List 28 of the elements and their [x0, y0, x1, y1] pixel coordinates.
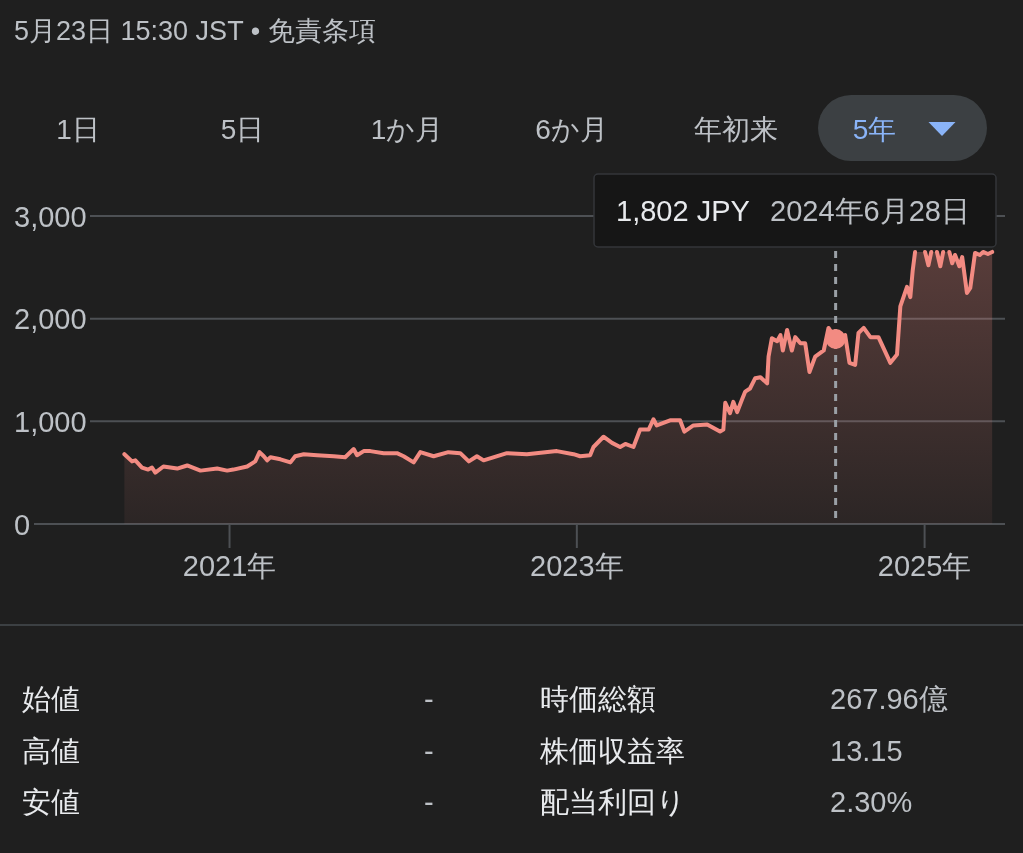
text: 年初来 — [694, 114, 778, 145]
text: 株価収益率 — [539, 734, 685, 767]
text: 配当利回り — [540, 786, 686, 818]
text: - — [424, 683, 434, 715]
text: 始値 — [22, 683, 80, 715]
text: 1か月 — [370, 114, 444, 145]
text: 5年 — [852, 114, 897, 145]
text: - — [424, 786, 434, 818]
annotation: 2024年6月28日 — [770, 195, 970, 227]
text: 1日 — [56, 114, 100, 145]
text: - — [424, 734, 434, 767]
text: 6か月 — [535, 114, 608, 145]
text: 2.30% — [830, 786, 913, 818]
text: 時価総額 — [540, 683, 656, 715]
y-tick-label: 0 — [14, 508, 31, 541]
x-tick-label: 2021年 — [182, 550, 277, 582]
x-tick-label: 2025年 — [877, 550, 972, 582]
x-tick-label: 2023年 — [530, 550, 624, 582]
annotation: 1,802 JPY — [616, 195, 750, 227]
text: 267.96億 — [830, 683, 948, 715]
text: 安値 — [22, 786, 80, 818]
text: 5月23日 15:30 JST • 免責条項 — [14, 16, 376, 46]
text: 13.15 — [830, 734, 903, 767]
text: 5日 — [220, 114, 265, 145]
text: 高値 — [22, 734, 80, 767]
y-tick-label: 2,000 — [14, 303, 87, 336]
y-tick-label: 3,000 — [14, 200, 87, 233]
y-tick-label: 1,000 — [14, 405, 87, 438]
